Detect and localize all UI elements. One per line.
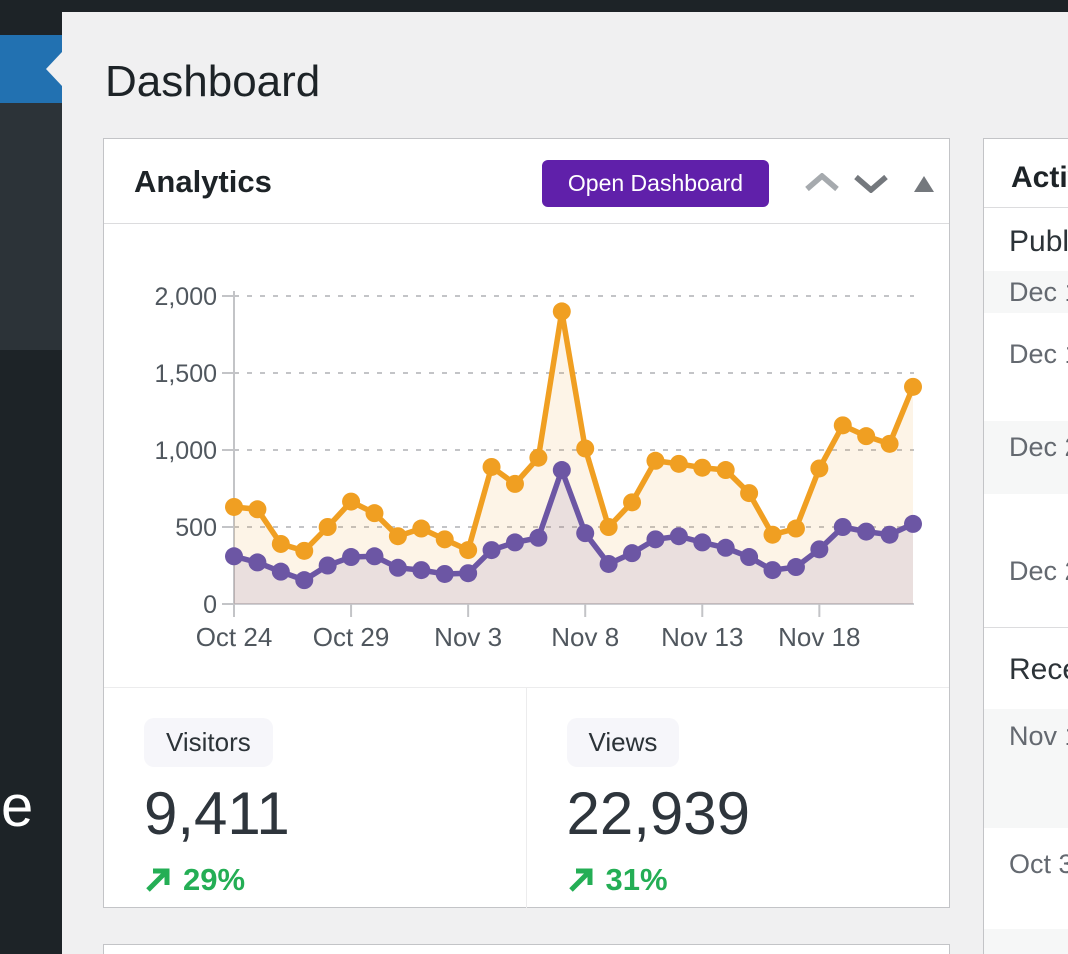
svg-text:Nov 13: Nov 13: [661, 622, 743, 652]
visitors-stat-trend: 29%: [144, 862, 526, 898]
svg-text:Nov 18: Nov 18: [778, 622, 860, 652]
trend-up-icon: [568, 868, 592, 892]
activity-list-item[interactable]: Dec 1: [984, 313, 1068, 421]
visitors-stat-value: 9,411: [144, 780, 290, 847]
views-stat-label: Views: [566, 718, 680, 767]
svg-text:Nov 8: Nov 8: [551, 622, 619, 652]
activity-section-heading: Rece: [1009, 653, 1068, 686]
activity-list-item[interactable]: Oct 3: [984, 828, 1068, 929]
activity-item-date: Dec 2: [1009, 432, 1068, 462]
svg-text:0: 0: [203, 591, 217, 619]
activity-list-item[interactable]: Nov 1: [984, 709, 1068, 828]
sidebar-clipped-menu-label[interactable]: e: [1, 774, 34, 839]
current-page-arrow: [46, 52, 62, 86]
activity-list-item[interactable]: Dec 1: [984, 271, 1068, 313]
activity-widget-title: Activ: [1011, 161, 1068, 194]
chevron-down-icon[interactable]: [853, 173, 889, 193]
activity-row-shading: [984, 929, 1068, 954]
visitors-stat-label: Visitors: [144, 718, 273, 767]
analytics-widget: Analytics Open Dashboard 0 500 1,000 1,500 2…: [103, 138, 950, 908]
activity-item-date: Dec 1: [1009, 277, 1068, 307]
open-dashboard-button[interactable]: Open Dashboard: [542, 160, 769, 207]
views-stat-trend: 31%: [567, 862, 950, 898]
activity-item-date: Nov 1: [1009, 721, 1068, 751]
svg-text:Oct 29: Oct 29: [313, 622, 390, 652]
svg-text:500: 500: [175, 514, 217, 542]
admin-sidebar: e: [0, 12, 62, 954]
activity-list-item[interactable]: Dec 2: [984, 494, 1068, 627]
admin-top-bar: [0, 0, 1068, 12]
svg-text:2,000: 2,000: [154, 283, 217, 311]
analytics-stats-row: Visitors 9,411 29% Views 22,939 31%: [104, 687, 949, 908]
views-stat-value: 22,939: [566, 780, 751, 847]
activity-item-date: Dec 1: [1009, 339, 1068, 369]
visitors-stat-delta: 29%: [183, 862, 246, 897]
visitors-stat-cell: Visitors 9,411 29%: [104, 688, 527, 908]
svg-text:Oct 24: Oct 24: [196, 622, 273, 652]
chevron-up-icon[interactable]: [804, 173, 840, 193]
sidebar-item-dashboard-active[interactable]: [0, 35, 62, 103]
analytics-widget-title: Analytics: [134, 164, 272, 199]
activity-item-date: Oct 3: [1009, 849, 1068, 879]
collapse-triangle-icon[interactable]: [914, 175, 934, 193]
views-stat-delta: 31%: [605, 862, 668, 897]
activity-item-date: Dec 2: [1009, 556, 1068, 586]
views-stat-cell: Views 22,939 31%: [527, 688, 950, 908]
activity-list-item[interactable]: Dec 2: [984, 421, 1068, 494]
activity-section-heading: Publi: [1009, 225, 1068, 258]
sidebar-submenu-panel: [0, 103, 62, 350]
activity-section-divider: [984, 627, 1068, 628]
activity-widget: Activ Publi Dec 1 Dec 1 Dec 2 Dec 2 Rece Nov 1…: [983, 138, 1068, 954]
analytics-chart-svg: 0 500 1,000 1,500 2,000 Oct 24 Oct 29 Nov 3 Nov …: [154, 283, 923, 652]
analytics-chart: 0 500 1,000 1,500 2,000 Oct 24 Oct 29 Nov 3 Nov …: [104, 225, 951, 687]
analytics-widget-header: Analytics Open Dashboard: [104, 139, 949, 224]
svg-text:Nov 3: Nov 3: [434, 622, 502, 652]
trend-up-icon: [146, 868, 170, 892]
next-widget-top-edge: [103, 944, 950, 954]
svg-text:1,500: 1,500: [154, 360, 217, 388]
activity-header-divider: [984, 207, 1068, 208]
svg-text:1,000: 1,000: [154, 437, 217, 465]
page-title: Dashboard: [105, 57, 321, 106]
